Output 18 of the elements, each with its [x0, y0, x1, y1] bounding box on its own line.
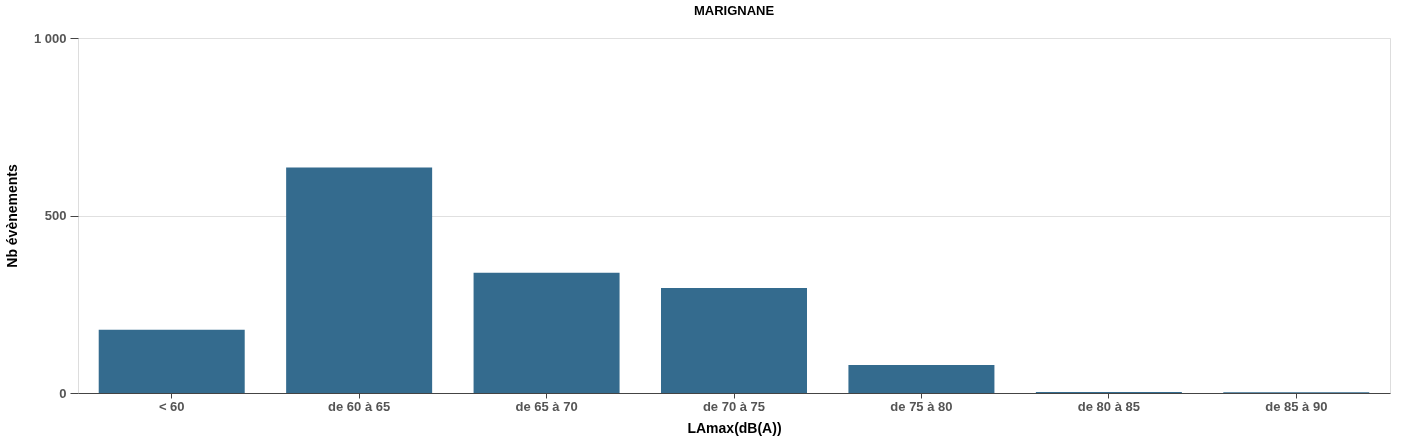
x-tick-label: de 75 à 80 [890, 398, 953, 414]
bar [98, 329, 245, 393]
y-tick-label: 0 [59, 385, 67, 401]
bar [473, 272, 620, 393]
y-axis-title: Nb évènements [3, 164, 20, 268]
x-tick-label: de 65 à 70 [515, 398, 578, 414]
y-tick-label: 1 000 [33, 30, 67, 46]
x-tick-label: de 70 à 75 [702, 398, 766, 414]
bar [286, 167, 433, 393]
x-tick-label: de 85 à 90 [1265, 398, 1328, 414]
x-tick-label: de 80 à 85 [1077, 398, 1140, 414]
y-tick-label: 500 [44, 208, 67, 223]
x-axis-title: LAmax(dB(A)) [687, 419, 782, 436]
x-tick-label: < 60 [158, 398, 185, 414]
x-tick-label: de 60 à 65 [328, 398, 391, 414]
bar [661, 287, 807, 393]
chart-title: MARIGNANE [693, 3, 775, 18]
bar [848, 364, 995, 393]
